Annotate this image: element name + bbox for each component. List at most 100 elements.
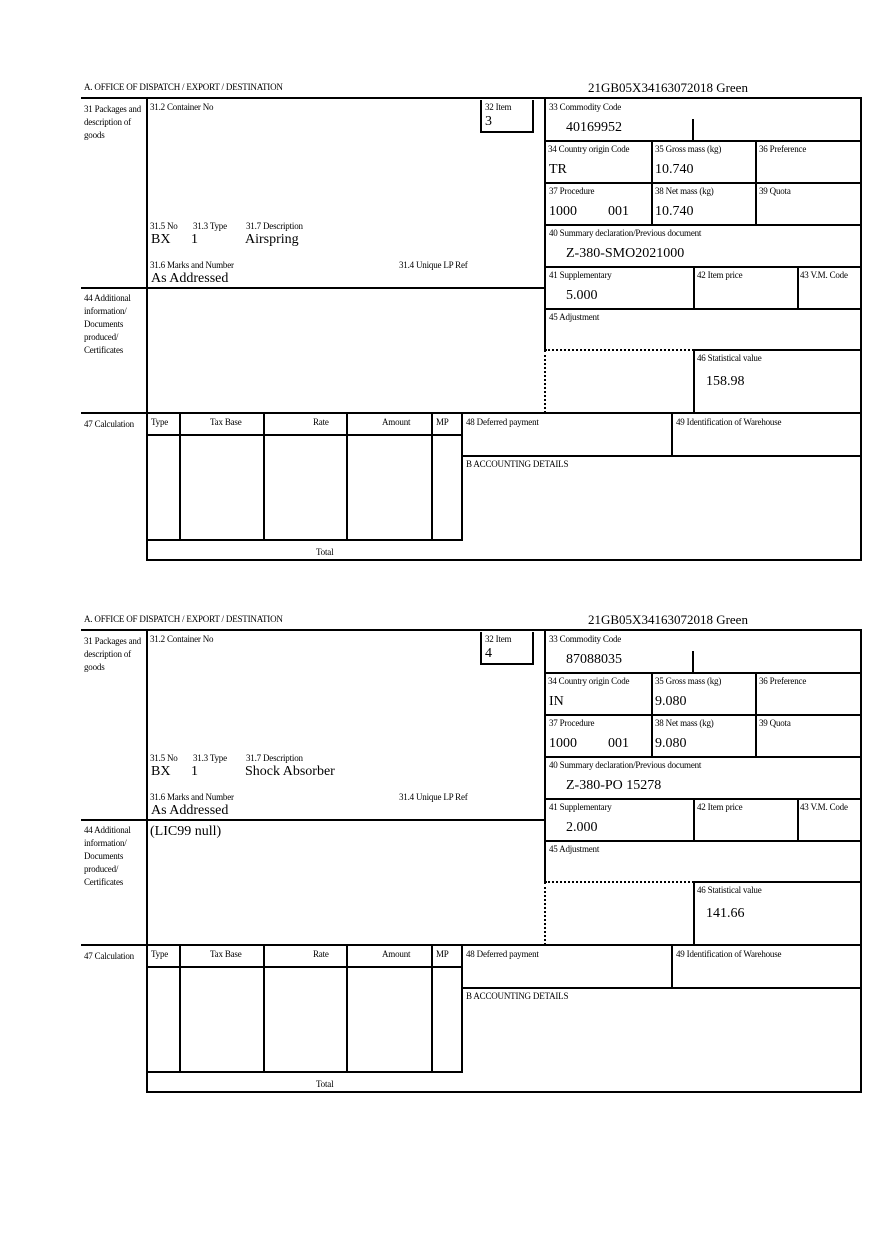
summary-declaration-value: Z-380-PO 15278 (566, 778, 662, 793)
form-border (81, 412, 862, 414)
form-border (544, 672, 862, 674)
form-border (480, 131, 534, 133)
additional-info-label: 44 Additional information/ Documents pro… (84, 825, 131, 887)
statistical-value-value: 158.98 (706, 374, 745, 389)
calc-tax-base-header: Tax Base (210, 949, 242, 959)
dotted-divider (544, 350, 546, 413)
calculation-label: 47 Calculation (84, 419, 134, 429)
form-border (146, 559, 862, 561)
type-value: 1 (191, 764, 198, 779)
form-border (693, 881, 862, 883)
office-heading: A. OFFICE OF DISPATCH / EXPORT / DESTINA… (84, 82, 283, 92)
procedure-extra-value: 001 (608, 204, 629, 219)
unique-lp-ref-label: 31.4 Unique LP Ref (399, 792, 468, 802)
form-border (544, 140, 862, 142)
description-label: 31.7 Description (246, 753, 303, 763)
country-origin-value: IN (549, 694, 564, 709)
form-border (431, 944, 433, 1073)
description-label: 31.7 Description (246, 221, 303, 231)
country-origin-label: 34 Country origin Code (548, 144, 630, 154)
dotted-divider (544, 882, 546, 945)
adjustment-label: 45 Adjustment (549, 844, 600, 854)
calc-type-header: Type (151, 417, 169, 427)
form-border (532, 100, 534, 133)
procedure-label: 37 Procedure (549, 718, 595, 728)
form-border (860, 629, 862, 946)
adjustment-label: 45 Adjustment (549, 312, 600, 322)
marks-value: As Addressed (151, 803, 229, 818)
form-border (81, 629, 862, 631)
form-border (480, 632, 482, 665)
calc-tax-base-header: Tax Base (210, 417, 242, 427)
form-border (693, 798, 695, 842)
procedure-code-value: 1000 (549, 736, 577, 751)
supplementary-value: 5.000 (566, 288, 598, 303)
vm-code-label: 43 V.M. Code (800, 802, 848, 812)
no-label: 31.5 No (150, 753, 178, 763)
calculation-label: 47 Calculation (84, 951, 134, 961)
preference-label: 36 Preference (759, 144, 807, 154)
form-border (860, 97, 862, 414)
item-price-label: 42 Item price (697, 270, 743, 280)
form-border (860, 944, 862, 1093)
form-border (797, 798, 799, 842)
no-value: BX (151, 232, 171, 247)
net-mass-value: 10.740 (655, 204, 694, 219)
total-label: Total (316, 1079, 334, 1089)
form-border (146, 966, 463, 968)
form-border (146, 434, 463, 436)
deferred-payment-label: 48 Deferred payment (466, 949, 539, 959)
declaration-reference: 21GB05X34163072018 Green (588, 612, 748, 627)
form-border (692, 651, 694, 674)
form-border (544, 224, 862, 226)
procedure-label: 37 Procedure (549, 186, 595, 196)
warehouse-label: 49 Identification of Warehouse (676, 949, 782, 959)
form-border (263, 944, 265, 1073)
form-border (797, 266, 799, 310)
form-border (532, 632, 534, 665)
no-label: 31.5 No (150, 221, 178, 231)
gross-mass-label: 35 Gross mass (kg) (655, 676, 722, 686)
item-value: 4 (485, 646, 492, 661)
declaration-reference: 21GB05X34163072018 Green (588, 80, 748, 95)
supplementary-label: 41 Supplementary (549, 802, 612, 812)
packages-label: 31 Packages and description of goods (84, 636, 141, 672)
container-no-label: 31.2 Container No (150, 634, 214, 644)
form-border (544, 266, 862, 268)
quota-label: 39 Quota (759, 186, 791, 196)
type-value: 1 (191, 232, 198, 247)
form-border (693, 266, 695, 310)
form-border (146, 1091, 862, 1093)
accounting-details-label: B ACCOUNTING DETAILS (466, 459, 569, 469)
form-border (671, 944, 673, 989)
gross-mass-value: 9.080 (655, 694, 687, 709)
country-origin-label: 34 Country origin Code (548, 676, 630, 686)
net-mass-label: 38 Net mass (kg) (655, 718, 714, 728)
form-border (263, 412, 265, 541)
summary-declaration-value: Z-380-SMO2021000 (566, 246, 685, 261)
marks-value: As Addressed (151, 271, 229, 286)
gross-mass-label: 35 Gross mass (kg) (655, 144, 722, 154)
office-heading: A. OFFICE OF DISPATCH / EXPORT / DESTINA… (84, 614, 283, 624)
procedure-code-value: 1000 (549, 204, 577, 219)
form-border (346, 944, 348, 1073)
form-border (544, 756, 862, 758)
statistical-value-label: 46 Statistical value (697, 885, 762, 895)
calc-rate-header: Rate (313, 949, 329, 959)
type-label: 31.3 Type (193, 221, 227, 231)
item-label: 32 Item (485, 102, 512, 112)
dotted-divider (545, 349, 694, 351)
vm-code-label: 43 V.M. Code (800, 270, 848, 280)
form-border (81, 97, 862, 99)
marks-label: 31.6 Marks and Number (150, 260, 234, 270)
commodity-code-value: 40169952 (566, 120, 622, 135)
form-border (480, 100, 482, 133)
quota-label: 39 Quota (759, 718, 791, 728)
deferred-payment-label: 48 Deferred payment (466, 417, 539, 427)
gross-mass-value: 10.740 (655, 162, 694, 177)
item-price-label: 42 Item price (697, 802, 743, 812)
statistical-value-label: 46 Statistical value (697, 353, 762, 363)
form-border (431, 412, 433, 541)
net-mass-value: 9.080 (655, 736, 687, 751)
form-border (81, 819, 546, 821)
